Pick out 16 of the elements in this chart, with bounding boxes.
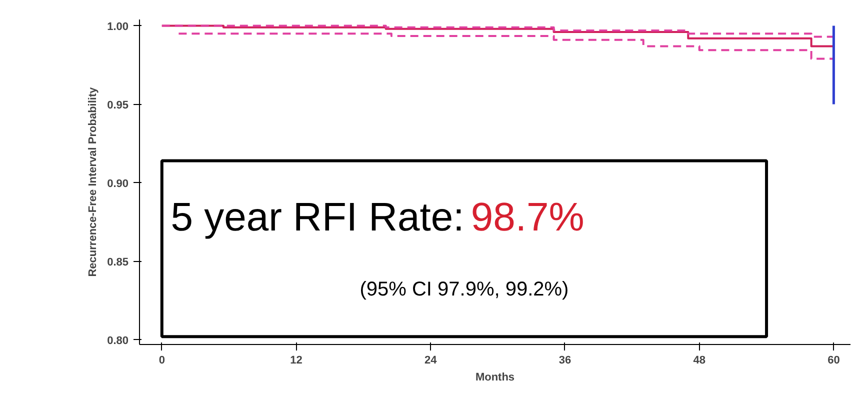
x-axis-title: Months [475,372,515,384]
y-tick-label: 0.90 [107,178,129,190]
x-tick-label: 36 [558,354,572,366]
x-tick-label: 0 [158,354,165,366]
x-tick-label: 12 [290,354,302,366]
x-tick-label: 60 [828,354,840,366]
y-tick-label: 0.95 [107,99,129,112]
x-tick-label: 48 [693,354,706,366]
x-tick-label: 24 [424,354,438,366]
y-tick-label: 0.85 [107,256,129,268]
annotation: 5 year RFI Rate: [170,195,464,240]
annotation: (95% CI 97.9%, 99.2%) [360,278,569,301]
annotation: 98.7% [470,195,584,240]
y-axis-title: Recurrence-Free Interval Probability [87,86,100,277]
y-tick-label: 0.80 [107,334,129,347]
y-tick-label: 1.00 [107,20,129,33]
